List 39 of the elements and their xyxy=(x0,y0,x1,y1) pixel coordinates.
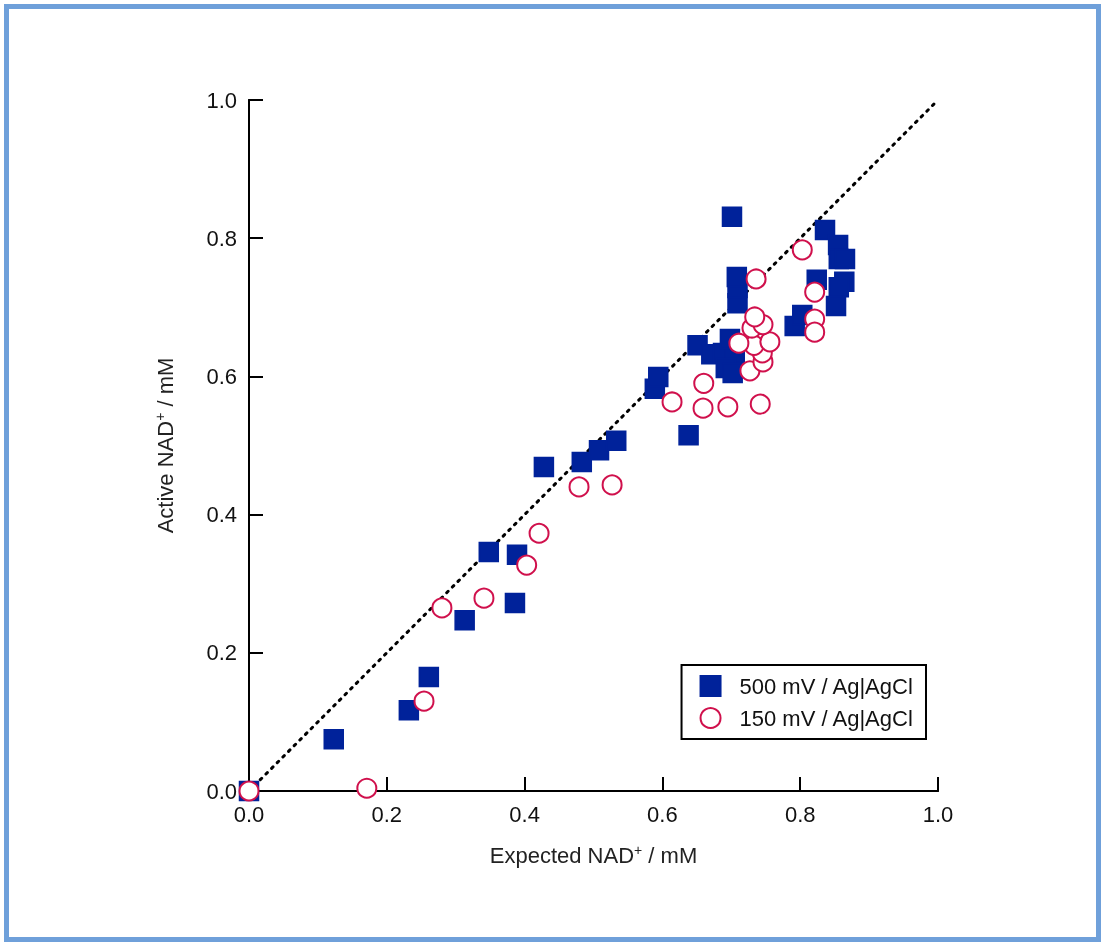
point xyxy=(516,554,538,576)
point xyxy=(804,281,826,303)
x-tick-label: 0.4 xyxy=(509,801,540,827)
legend-label: 150 mV / Ag|AgCl xyxy=(739,705,913,731)
point xyxy=(745,268,767,290)
x-tick-label: 0.8 xyxy=(784,801,816,827)
point xyxy=(588,440,610,461)
point xyxy=(418,666,440,688)
point xyxy=(828,277,850,298)
point xyxy=(744,306,766,328)
y-tick-label: 0.6 xyxy=(206,363,237,389)
point xyxy=(323,728,344,750)
point xyxy=(533,456,555,478)
y-axis-title: Active NAD+ / mM xyxy=(152,357,178,534)
y-tick-label: 0.8 xyxy=(206,225,237,251)
point xyxy=(728,332,750,354)
point xyxy=(605,430,627,451)
x-tick-label: 0.2 xyxy=(371,801,403,827)
point xyxy=(678,424,699,446)
point xyxy=(834,248,856,270)
y-tick-label: 0.0 xyxy=(206,778,237,804)
point xyxy=(722,362,743,384)
point xyxy=(454,610,475,631)
x-tick-label: 0.6 xyxy=(647,801,678,827)
point xyxy=(648,366,669,388)
x-tick-label: 1.0 xyxy=(922,801,954,827)
legend-label: 500 mV / Ag|AgCl xyxy=(739,673,913,699)
point xyxy=(825,295,847,317)
point xyxy=(478,541,500,563)
y-tick-label: 0.4 xyxy=(206,502,237,528)
point xyxy=(504,592,526,614)
point xyxy=(721,206,743,228)
point xyxy=(726,266,748,288)
x-tick-label: 0.0 xyxy=(233,801,265,827)
point xyxy=(356,777,378,799)
y-tick-label: 1.0 xyxy=(206,87,237,113)
point xyxy=(804,321,826,343)
y-tick-label: 0.2 xyxy=(206,640,237,666)
x-axis-title: Expected NAD+ / mM xyxy=(489,842,698,868)
